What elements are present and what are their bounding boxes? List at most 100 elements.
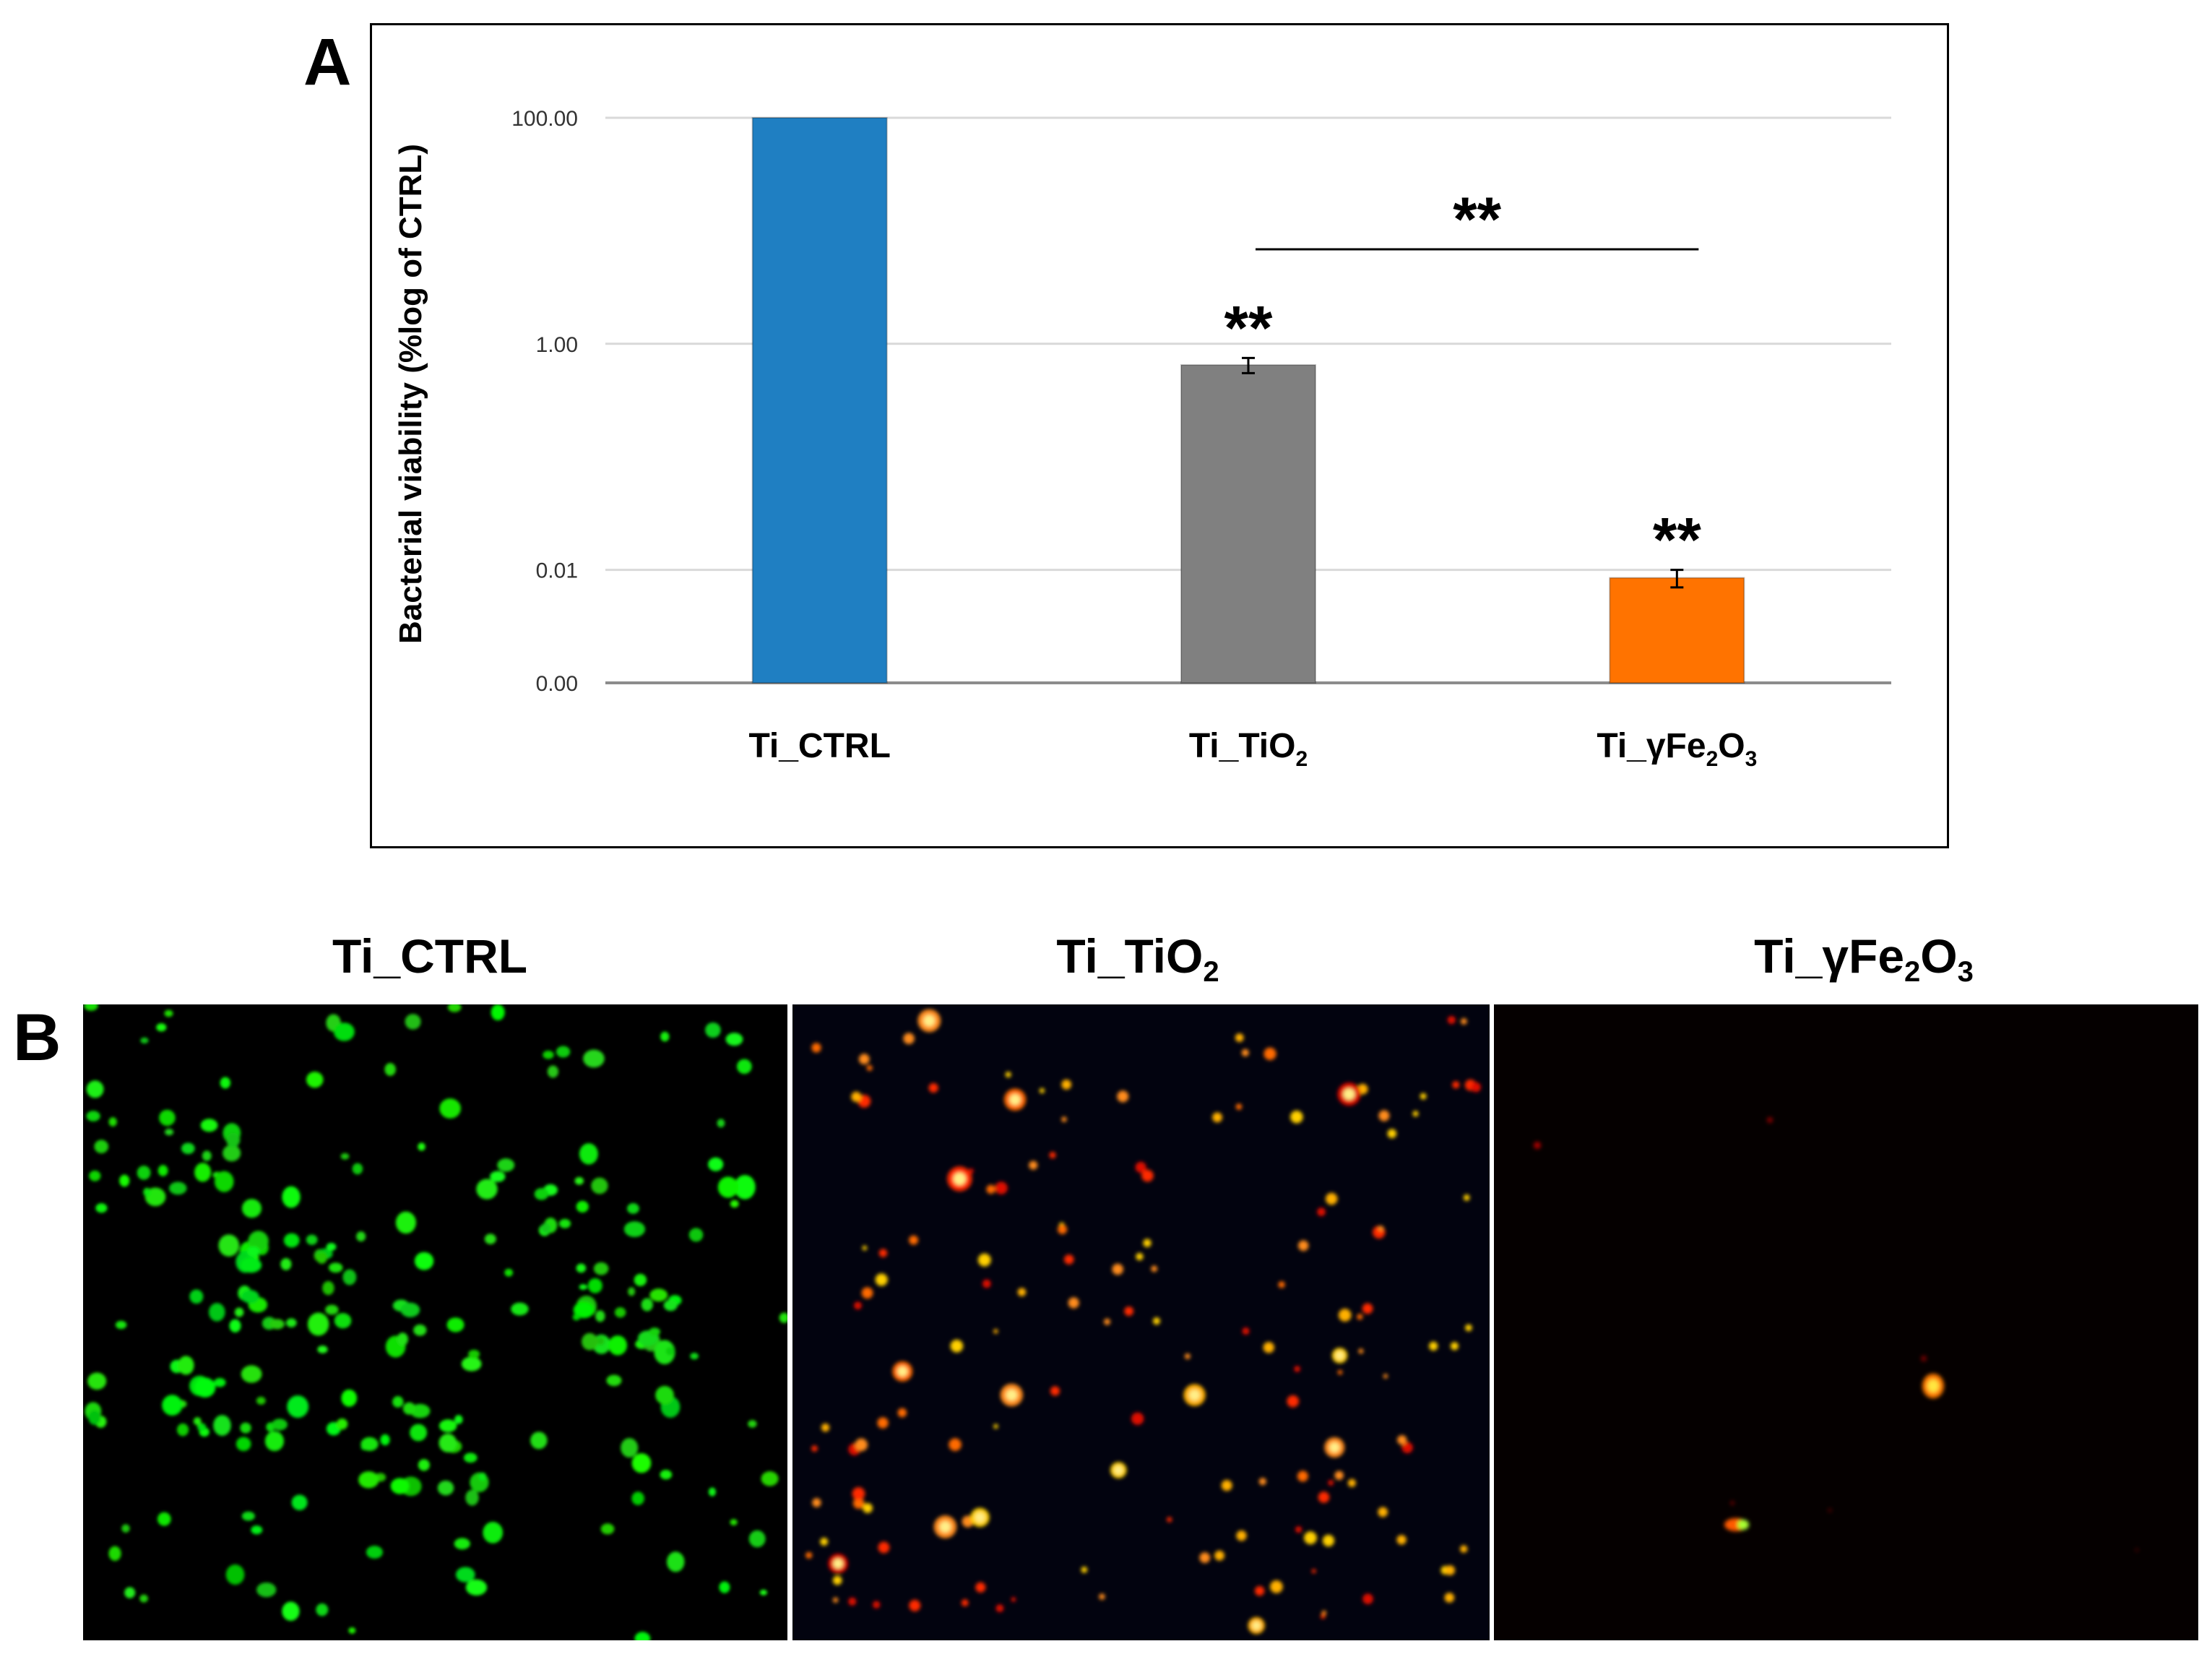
bacterium — [164, 1009, 173, 1017]
bacterium — [463, 1452, 478, 1463]
micrograph-fe2o3 — [1494, 1004, 2198, 1640]
bacterium — [631, 1491, 644, 1505]
bacterium — [240, 1422, 251, 1434]
bacterium — [229, 1319, 241, 1332]
bacterium — [226, 1132, 241, 1148]
bacterium-core — [1009, 1094, 1021, 1106]
bacterium — [705, 1022, 721, 1038]
bacterium — [95, 1203, 108, 1213]
bacterium — [1378, 1226, 1384, 1232]
bacterium — [414, 1252, 434, 1270]
bacterium — [558, 1218, 571, 1228]
bacterium-core — [1252, 1621, 1261, 1630]
bacterium — [1005, 1072, 1011, 1078]
bacterium — [614, 1307, 626, 1318]
bacterium — [454, 1415, 463, 1424]
bacterium — [1387, 1129, 1397, 1139]
bacterium — [591, 1177, 608, 1194]
bacterium — [178, 1356, 194, 1375]
bacterium — [968, 1168, 974, 1174]
bacterium — [587, 1278, 602, 1293]
bacterium — [540, 1223, 550, 1234]
bacterium — [1254, 1585, 1265, 1596]
bacterium — [623, 1221, 646, 1237]
bacterium — [236, 1437, 251, 1452]
bacterium — [272, 1418, 288, 1431]
bacterium — [202, 1150, 212, 1161]
bacterium — [1241, 1049, 1249, 1057]
bacterium — [504, 1268, 514, 1277]
bacterium — [634, 1632, 651, 1640]
bacterium — [993, 1329, 998, 1334]
bacterium — [1049, 1151, 1056, 1159]
bacterium — [94, 1140, 109, 1154]
bacterium — [878, 1541, 890, 1554]
bacterium — [208, 1303, 225, 1322]
bacterium — [1081, 1567, 1088, 1573]
bacterium — [397, 1332, 409, 1346]
bacterium — [1236, 1530, 1247, 1541]
bacterium — [87, 1372, 107, 1390]
bacterium — [1534, 1142, 1541, 1149]
bacterium-core — [1329, 1442, 1340, 1453]
bacterium — [446, 1317, 465, 1332]
bacterium — [282, 1601, 300, 1622]
bacterium — [1452, 1081, 1460, 1089]
bacterium — [400, 1302, 420, 1317]
bacterium — [280, 1258, 292, 1270]
bacterium — [124, 1587, 136, 1598]
live-bacteria — [84, 1004, 787, 1640]
bacterium — [993, 1424, 998, 1429]
bacterium — [759, 1589, 767, 1596]
bacterium — [333, 1022, 355, 1041]
bacterium — [307, 1312, 329, 1336]
bacterium — [1383, 1374, 1388, 1379]
comparison-label: ** — [1453, 185, 1501, 254]
bacterium — [316, 1252, 327, 1264]
bacterium — [1135, 1161, 1146, 1173]
bacterium — [491, 1004, 505, 1021]
bacterium — [1362, 1303, 1373, 1314]
bacterium-core — [833, 1558, 843, 1569]
bacterium — [1357, 1314, 1363, 1320]
bacterium — [547, 1065, 559, 1078]
bacterium — [909, 1599, 921, 1611]
bacterium — [143, 1187, 151, 1197]
bacterium — [730, 1200, 739, 1208]
bacterium — [660, 1470, 673, 1480]
bacterium — [649, 1288, 668, 1302]
bacterium — [1039, 1088, 1045, 1094]
bacterium — [1311, 1569, 1316, 1574]
bacterium — [634, 1273, 647, 1286]
bacterium — [287, 1395, 309, 1418]
bacterium — [86, 1080, 104, 1098]
bacterium — [358, 1471, 379, 1489]
bacterium — [402, 1402, 416, 1415]
bacterium — [213, 1415, 231, 1437]
bacterium — [1258, 1478, 1266, 1486]
micrograph-title-fe2o3: Ti_γFe2O3 — [1754, 929, 1974, 988]
bacterium — [1124, 1306, 1134, 1316]
bacterium — [497, 1158, 515, 1172]
bacterium — [1460, 1018, 1467, 1025]
bacterium — [159, 1109, 176, 1127]
y-tick-labels: 100.00 1.00 0.01 0.00 — [511, 107, 578, 696]
bacterium — [88, 1410, 101, 1425]
bar-chart: 100.00 1.00 0.01 0.00 Ti_CTRL Ti_TiO2 Ti_γFe2… — [393, 107, 1891, 771]
micrograph-fe2o3-image — [1534, 1117, 2139, 1552]
micrograph-tio2-image — [805, 1009, 1481, 1635]
bacterium-core — [953, 1172, 966, 1185]
significance-label: ** — [1653, 506, 1701, 575]
bacterium — [1141, 1169, 1154, 1182]
bacterium — [2135, 1548, 2139, 1552]
y-tick-label: 100.00 — [511, 107, 578, 131]
bacterium — [579, 1143, 598, 1165]
bacterium — [1444, 1593, 1455, 1603]
bacterium — [348, 1627, 356, 1634]
bacterium — [269, 1319, 285, 1330]
bacterium — [366, 1546, 383, 1559]
bacterium — [628, 1287, 636, 1296]
bacterium — [688, 1228, 704, 1242]
bacterium — [157, 1512, 171, 1526]
bacterium — [928, 1082, 938, 1093]
